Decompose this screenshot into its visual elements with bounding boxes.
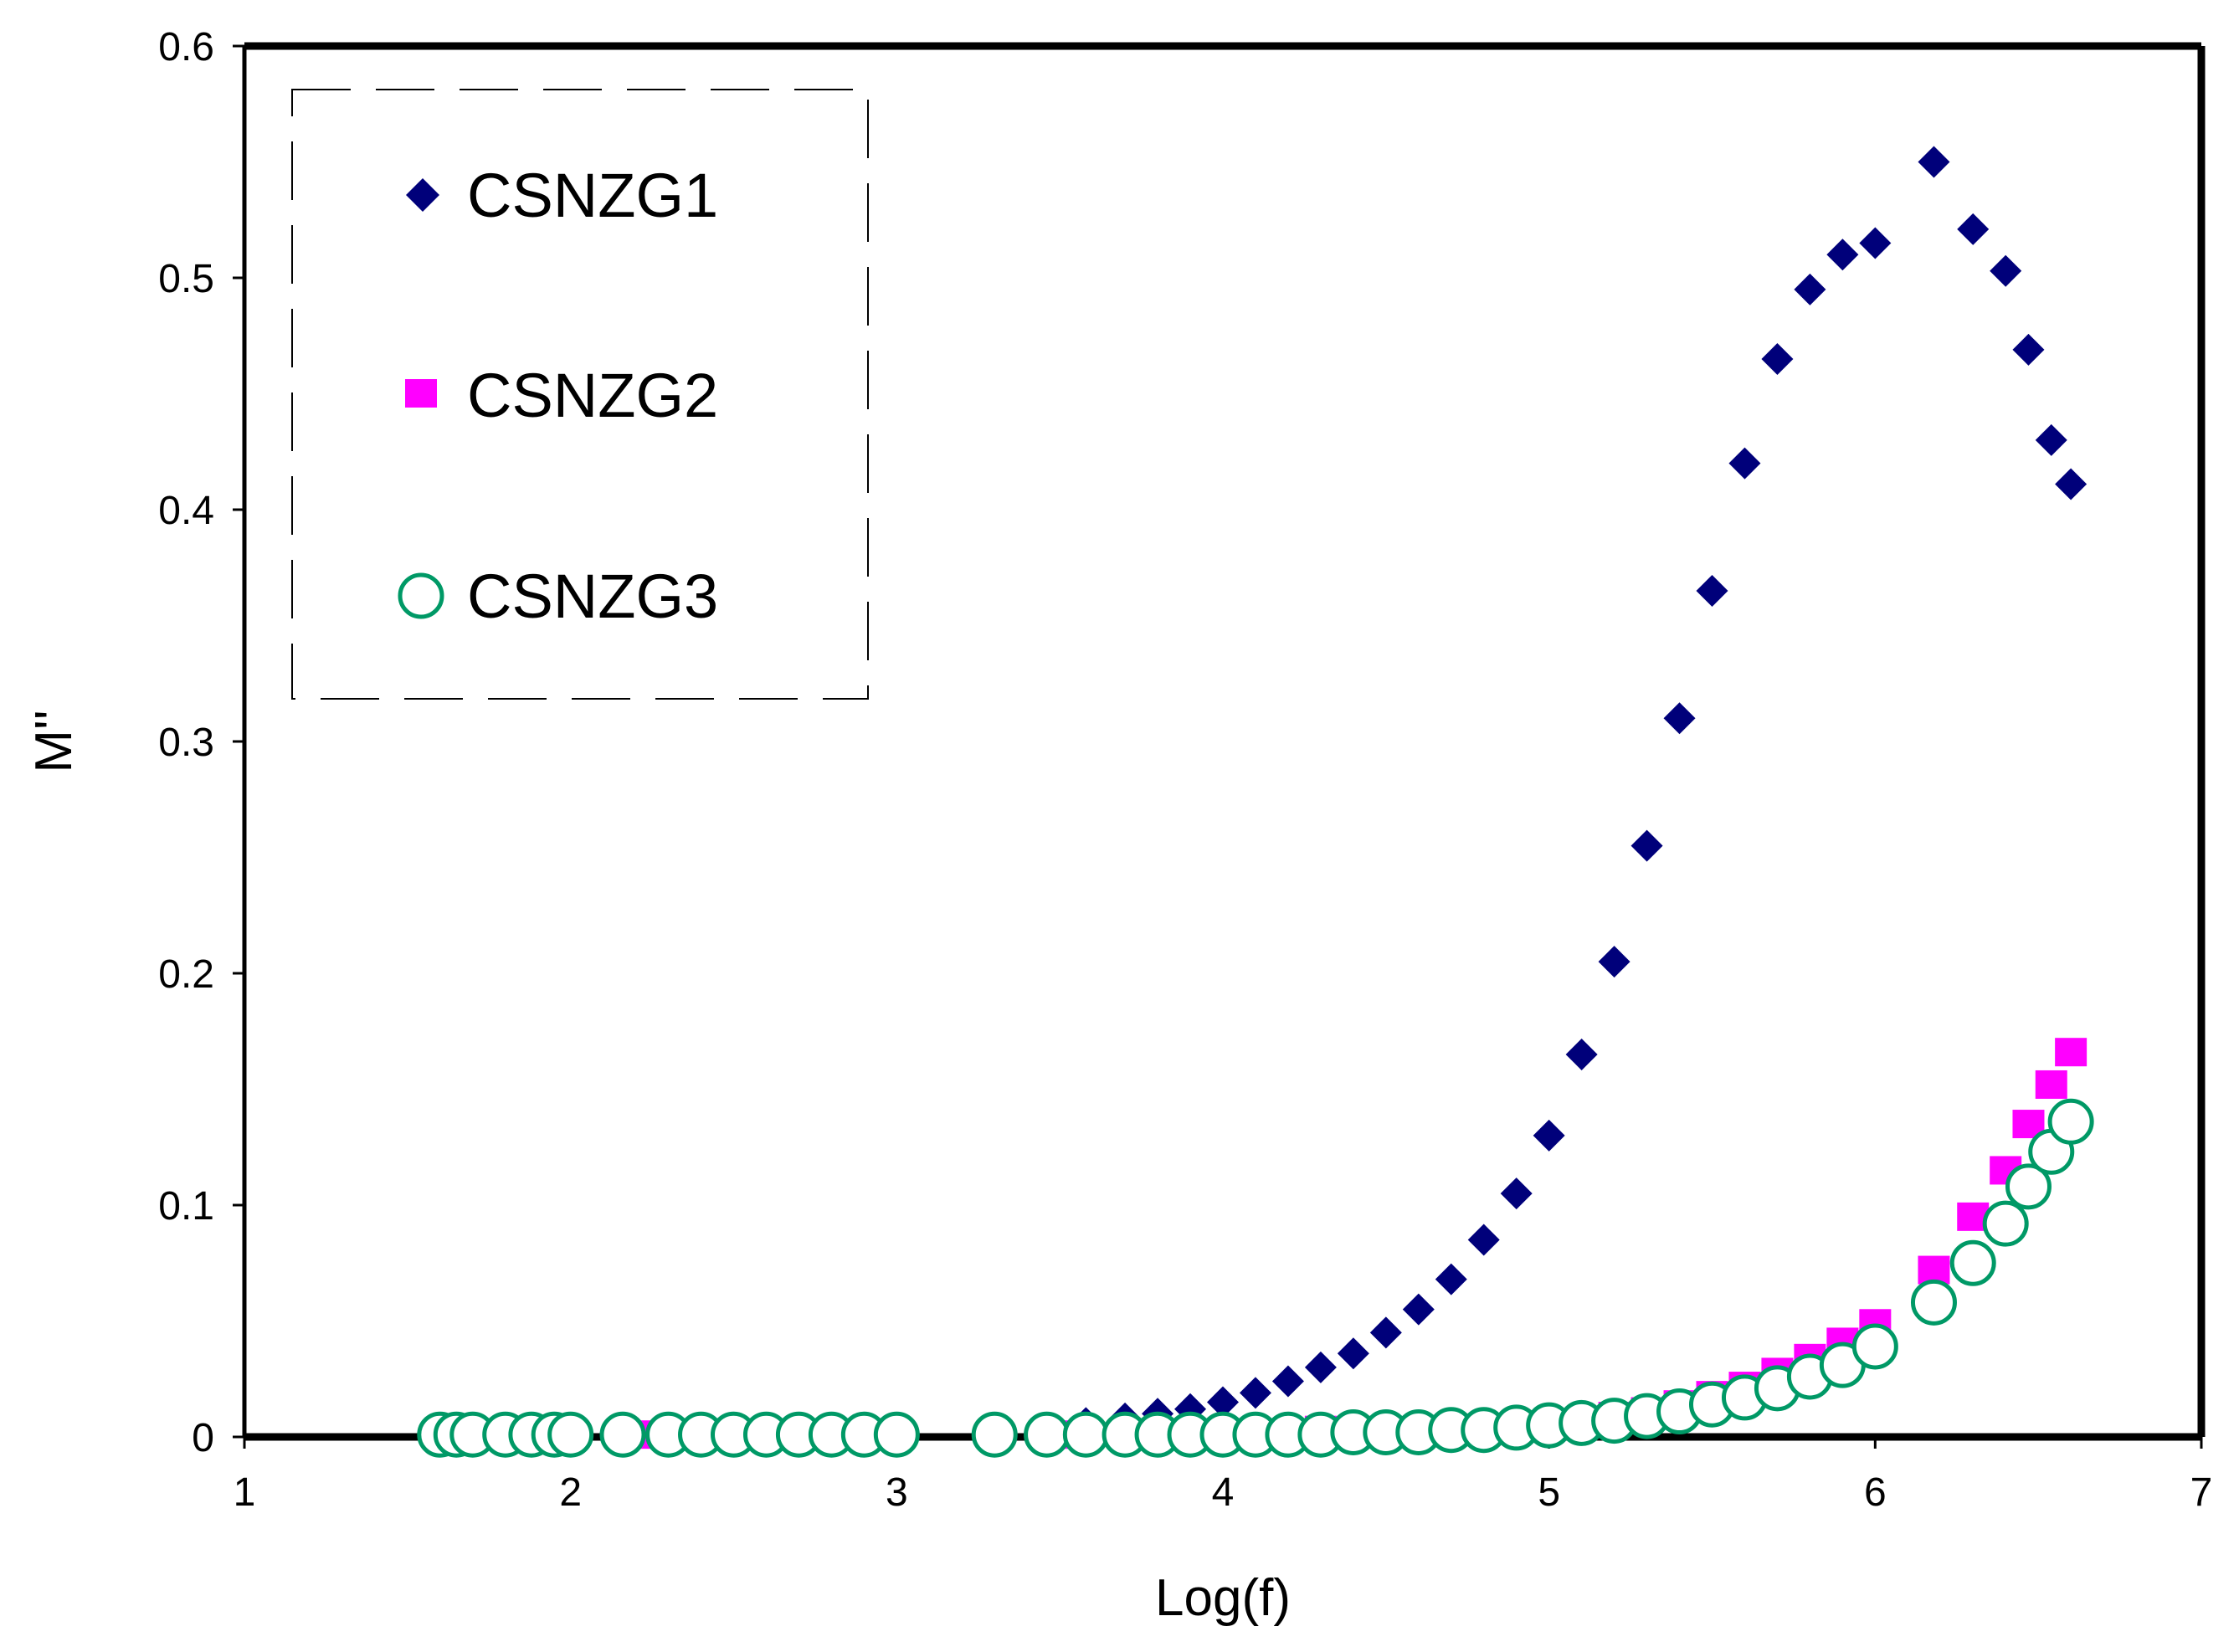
legend-label-csnzg1: CSNZG1 <box>467 161 718 230</box>
x-tick-label: 6 <box>1864 1470 1887 1515</box>
data-point-csnzg3 <box>1910 1279 1957 1326</box>
data-point-csnzg1 <box>1794 273 1826 305</box>
data-point-csnzg3 <box>1024 1411 1071 1458</box>
data-point-csnzg1 <box>1728 447 1761 480</box>
data-point-csnzg1 <box>1369 1316 1402 1349</box>
x-tick-label: 4 <box>1212 1470 1235 1515</box>
legend-marker-csnzg2 <box>405 379 437 408</box>
data-point-csnzg1 <box>1467 1224 1500 1256</box>
data-point-csnzg1 <box>1304 1351 1337 1383</box>
data-point-csnzg3 <box>1851 1323 1898 1370</box>
data-point-csnzg2 <box>2055 1038 2088 1067</box>
data-point-csnzg3 <box>547 1411 594 1458</box>
data-point-csnzg3 <box>1949 1239 1996 1286</box>
y-axis-title: M'' <box>25 710 83 772</box>
data-point-csnzg1 <box>2035 423 2067 456</box>
data-point-csnzg1 <box>1918 146 1950 178</box>
data-point-csnzg1 <box>2012 333 2045 366</box>
data-point-csnzg1 <box>1533 1119 1565 1152</box>
data-point-csnzg1 <box>1565 1038 1598 1070</box>
data-point-csnzg1 <box>1761 342 1794 375</box>
data-point-csnzg1 <box>1271 1365 1304 1398</box>
data-point-csnzg1 <box>2055 468 2088 500</box>
y-tick-label: 0.5 <box>158 257 214 301</box>
data-point-csnzg1 <box>1630 829 1663 862</box>
data-point-csnzg1 <box>1663 702 1696 735</box>
data-point-csnzg1 <box>1598 946 1630 978</box>
y-tick-label: 0.3 <box>158 721 214 765</box>
y-tick-label: 0.2 <box>158 952 214 997</box>
data-point-csnzg3 <box>971 1411 1018 1458</box>
data-point-csnzg3 <box>873 1411 920 1458</box>
data-point-csnzg2 <box>2035 1070 2067 1099</box>
data-point-csnzg3 <box>2047 1098 2094 1145</box>
data-point-csnzg1 <box>1826 239 1859 271</box>
data-point-csnzg1 <box>1696 574 1728 607</box>
y-tick-label: 0.1 <box>158 1184 214 1229</box>
x-tick-label: 5 <box>1538 1470 1560 1515</box>
data-point-csnzg3 <box>2005 1163 2052 1210</box>
data-point-csnzg1 <box>1337 1337 1369 1370</box>
data-point-csnzg1 <box>1239 1377 1271 1409</box>
legend: CSNZG1 CSNZG2 CSNZG3 <box>291 89 869 700</box>
x-tick-label: 7 <box>2190 1470 2213 1515</box>
data-point-csnzg1 <box>1402 1293 1435 1326</box>
legend-marker-csnzg3 <box>398 572 444 619</box>
data-point-csnzg1 <box>1957 213 1990 245</box>
data-point-csnzg1 <box>1500 1177 1533 1210</box>
data-series-layer <box>417 146 2094 1458</box>
legend-marker-csnzg1 <box>406 178 439 212</box>
legend-label-csnzg3: CSNZG3 <box>467 562 718 631</box>
x-tick-label: 3 <box>886 1470 908 1515</box>
legend-label-csnzg2: CSNZG2 <box>467 361 718 430</box>
x-tick-label: 1 <box>234 1470 256 1515</box>
x-axis-title: Log(f) <box>1155 1569 1291 1627</box>
tick-labels: 1 2 3 4 5 6 7 0 0.1 0.2 0.3 0.4 0.5 0.6 <box>158 25 2212 1515</box>
legend-box <box>291 89 869 700</box>
y-tick-label: 0.4 <box>158 489 214 533</box>
data-point-csnzg1 <box>1435 1263 1467 1295</box>
y-tick-label: 0.6 <box>158 25 214 69</box>
series-csnzg3 <box>417 1098 2094 1458</box>
data-point-csnzg1 <box>1990 254 2022 287</box>
data-point-csnzg3 <box>1062 1411 1109 1458</box>
x-tick-label: 2 <box>559 1470 582 1515</box>
data-point-csnzg1 <box>1207 1386 1239 1419</box>
data-point-csnzg3 <box>599 1411 646 1458</box>
y-tick-label: 0 <box>192 1416 214 1460</box>
data-point-csnzg3 <box>1982 1200 2029 1247</box>
data-point-csnzg1 <box>1859 227 1892 259</box>
